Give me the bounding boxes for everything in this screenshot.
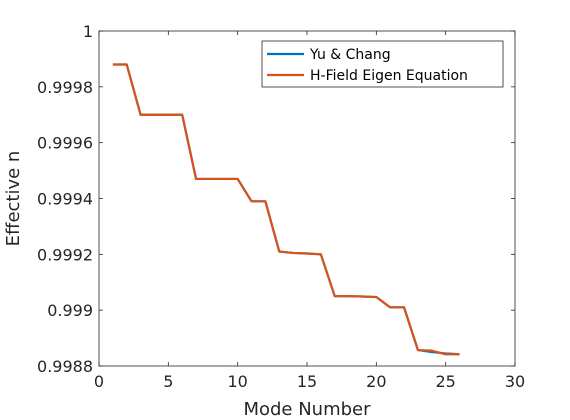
y-tick-label: 0.9998	[37, 78, 93, 97]
y-tick-label: 0.9996	[37, 134, 93, 153]
x-axis-label: Mode Number	[243, 399, 371, 420]
x-tick-label: 5	[163, 372, 173, 391]
legend-box	[261, 40, 504, 88]
y-tick-label: 0.999	[47, 301, 93, 320]
legend: Yu & Chang H-Field Eigen Equation	[261, 40, 504, 88]
y-tick-label: 0.9992	[37, 245, 93, 264]
y-tick-label: 1	[83, 22, 93, 41]
legend-entry-label: Yu & Chang	[309, 47, 391, 63]
y-tick-label: 0.9994	[37, 190, 93, 209]
x-tick-label: 20	[366, 372, 386, 391]
y-axis-label: Effective n	[3, 151, 24, 247]
x-tick-label: 10	[227, 372, 247, 391]
legend-entry-label: H-Field Eigen Equation	[310, 68, 468, 84]
x-tick-label: 15	[297, 372, 317, 391]
axes: 0 5 10 15 20 25 30 0.9988 0.999 0.9992 0.9994 0.999…	[3, 22, 525, 420]
x-tick-label: 30	[505, 372, 525, 391]
x-tick-label: 25	[435, 372, 455, 391]
y-tick-label: 0.9988	[37, 357, 93, 376]
x-tick-label: 0	[94, 372, 104, 391]
series-line-1	[112, 63, 460, 356]
plot-area	[112, 63, 460, 356]
